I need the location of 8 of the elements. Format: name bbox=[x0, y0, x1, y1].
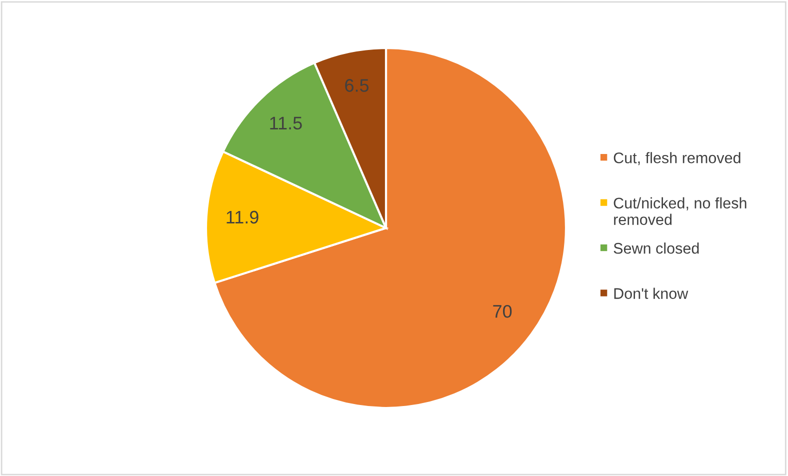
legend-label: Cut/nicked, no flesh removed bbox=[614, 197, 746, 225]
legend-label: Cut, flesh removed bbox=[614, 152, 740, 166]
legend-label: Don't know bbox=[614, 288, 688, 299]
legend-label: Sewn closed bbox=[614, 242, 699, 254]
data-label: 11.9 bbox=[226, 210, 258, 224]
data-label: 11.5 bbox=[270, 116, 302, 130]
data-label: 70 bbox=[493, 304, 512, 318]
data-label: 6.5 bbox=[345, 79, 369, 92]
